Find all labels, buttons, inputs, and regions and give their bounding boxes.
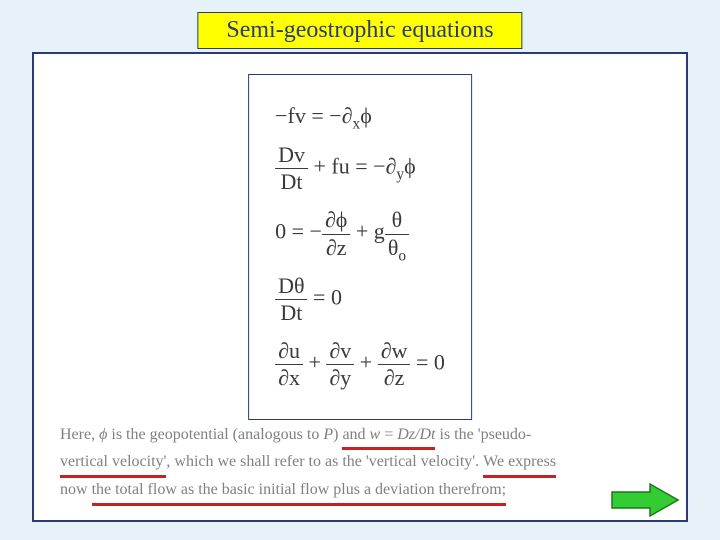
eq3-frac2: θ θo [385,208,409,259]
equation-3: 0 = − ∂ϕ ∂z + g θ θo [275,208,445,259]
equation-1: −fv = −∂xϕ [275,103,445,129]
equation-5: ∂u ∂x + ∂v ∂y + ∂w ∂z = 0 [275,339,445,390]
eq3-frac1: ∂ϕ ∂z [322,208,350,259]
eq1-var: ϕ [360,103,372,128]
para-5: , which we shall refer to as the 'vertic… [166,453,483,470]
eq5-f1-den: ∂x [275,365,303,390]
underline-2: vertical velocity' [60,450,166,478]
eq5-frac1: ∂u ∂x [275,339,303,390]
eq5-frac3: ∂w ∂z [378,339,411,390]
eq3-f2-den-sub: o [398,247,406,264]
eq2-mid: + fu = −∂ [308,154,396,179]
eq3-f1-den: ∂z [322,235,350,260]
eq1-sub: x [353,115,361,132]
eq4-rhs: = 0 [308,284,342,309]
u1-dzdt: Dz/Dt [397,426,435,443]
eq2-sub: y [396,166,404,183]
eq2-frac: Dv Dt [275,143,308,194]
eq3-f2-num: θ [385,208,409,234]
equation-4: Dθ Dt = 0 [275,274,445,325]
eq1-rhs: = −∂ [306,103,353,128]
underline-4: the total flow as the basic initial flow… [92,478,507,506]
u1-eq: = [380,426,397,443]
eq5-f3-num: ∂w [378,339,411,365]
u1-a: and [342,426,369,443]
eq3-f2-den-theta: θ [388,235,399,260]
equations-box: −fv = −∂xϕ Dv Dt + fu = −∂yϕ 0 = − ∂ϕ ∂z… [248,74,472,420]
description-paragraph: Here, ϕ is the geopotential (analogous t… [60,423,660,506]
eq2-var: ϕ [404,154,416,179]
eq5-plus1: + [303,350,326,375]
eq2-num: Dv [275,143,308,169]
eq3-lhs: 0 = − [275,219,322,244]
eq4-den: Dt [275,300,307,325]
next-arrow-icon[interactable] [610,482,680,518]
underline-1: and w = Dz/Dt [342,423,435,451]
main-panel: −fv = −∂xϕ Dv Dt + fu = −∂yϕ 0 = − ∂ϕ ∂z… [32,52,688,522]
eq2-den: Dt [275,169,308,194]
para-6: now [60,481,92,498]
eq5-f2-den: ∂y [326,365,354,390]
eq4-frac: Dθ Dt [275,274,307,325]
equation-2: Dv Dt + fu = −∂yϕ [275,143,445,194]
eq3-f1-num: ∂ϕ [322,208,350,234]
para-1: Here, [60,426,99,443]
slide-title: Semi-geostrophic equations [197,12,522,49]
eq5-f3-den: ∂z [378,365,411,390]
eq5-f2-num: ∂v [326,339,354,365]
eq5-frac2: ∂v ∂y [326,339,354,390]
eq3-mid: + g [350,219,384,244]
eq5-rhs: = 0 [410,350,444,375]
underline-3: We express [483,450,556,478]
eq4-num: Dθ [275,274,307,300]
eq3-f2-den: θo [385,235,409,260]
u1-w: w [370,426,381,443]
eq1-lhs: −fv [275,103,306,128]
para-P: P [323,426,333,443]
para-4: is the 'pseudo- [435,426,531,443]
para-2: is the geopotential (analogous to [107,426,323,443]
eq5-f1-num: ∂u [275,339,303,365]
para-3: ) [333,426,342,443]
eq5-plus2: + [354,350,377,375]
